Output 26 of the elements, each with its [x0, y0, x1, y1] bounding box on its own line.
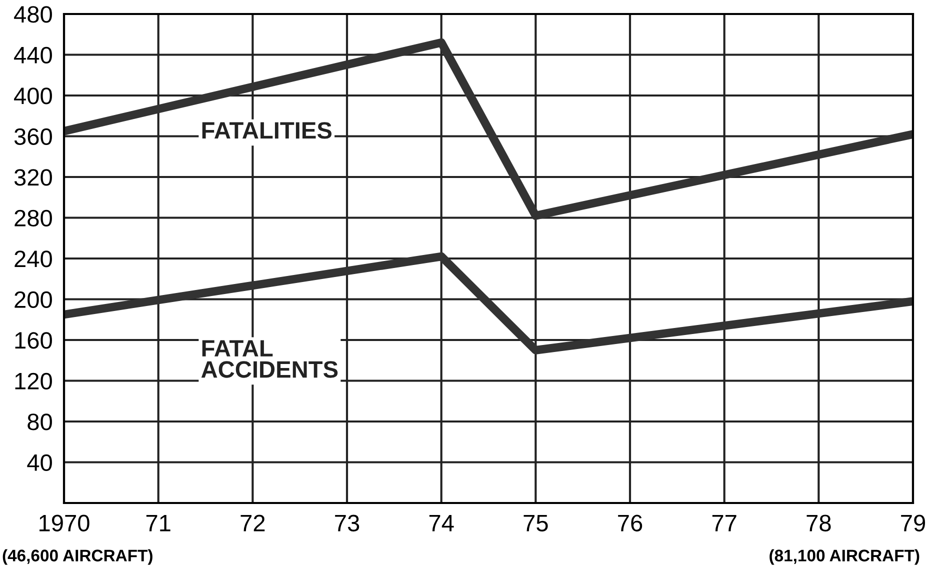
x-tick-label: 77 — [712, 514, 736, 532]
text: (81,100 AIRCRAFT) — [770, 549, 920, 565]
text: (46,600 AIRCRAFT) — [2, 549, 152, 565]
series-label: FATALITIES — [202, 122, 332, 139]
y-tick-label: 440 — [14, 46, 52, 64]
y-tick-label: 280 — [14, 210, 52, 227]
y-tick-label: 360 — [14, 128, 52, 146]
x-tick-label: 72 — [240, 514, 265, 532]
series-label: FATAL ACCIDENTS — [201, 340, 338, 378]
x-tick-label: 75 — [524, 514, 548, 532]
y-tick-label: 240 — [14, 250, 52, 268]
y-tick-label: 400 — [14, 88, 52, 104]
y-tick-label: 200 — [14, 291, 52, 308]
y-tick-label: 320 — [14, 169, 52, 186]
y-tick-label: 40 — [27, 454, 52, 472]
x-tick-label: 1970 — [40, 514, 90, 532]
x-tick-label: 78 — [806, 514, 831, 532]
x-tick-label: 73 — [335, 514, 360, 532]
y-tick-label: 160 — [15, 332, 52, 349]
y-tick-label: 480 — [14, 6, 52, 23]
y-tick-label: 120 — [15, 372, 52, 390]
x-tick-label: 74 — [429, 514, 454, 532]
x-tick-label: 71 — [146, 514, 170, 532]
y-tick-label: 80 — [28, 414, 52, 430]
x-tick-label: 76 — [618, 514, 642, 532]
x-tick-label: 79 — [901, 514, 926, 532]
